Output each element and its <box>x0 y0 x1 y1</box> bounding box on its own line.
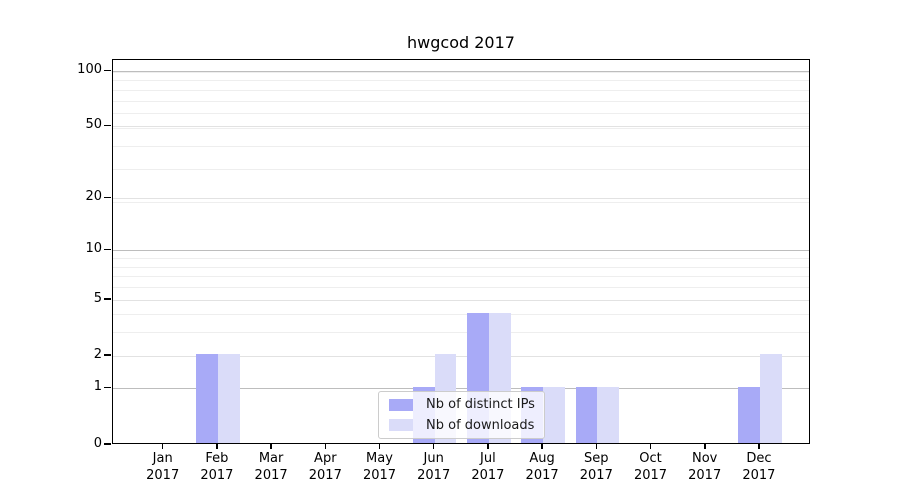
legend-label-downloads: Nb of downloads <box>426 417 535 433</box>
x-tick-label: Nov 2017 <box>688 451 722 483</box>
legend: Nb of distinct IPs Nb of downloads <box>378 391 545 439</box>
plot-canvas: Nb of distinct IPs Nb of downloads <box>113 60 809 443</box>
bar-distinct-ips <box>738 386 760 443</box>
chart-title: hwgcod 2017 <box>407 33 515 52</box>
y-gridline-major <box>113 126 809 128</box>
x-tick-mark <box>704 443 706 449</box>
x-tick-label: Jan 2017 <box>146 451 180 483</box>
y-gridline-minor <box>113 276 809 278</box>
x-tick-label: May 2017 <box>362 451 397 483</box>
legend-label-distinct-ips: Nb of distinct IPs <box>426 397 535 413</box>
y-tick-label: 100 <box>77 62 102 77</box>
y-gridline-minor <box>113 113 809 115</box>
x-tick-mark <box>378 443 381 449</box>
x-tick-mark <box>541 443 543 449</box>
plot-area: Nb of distinct IPs Nb of downloads <box>112 59 810 444</box>
y-gridline-major <box>113 71 809 72</box>
y-gridline-minor <box>113 100 809 102</box>
bar-downloads <box>759 354 782 443</box>
y-tick-label: 1 <box>93 379 102 395</box>
y-tick-mark <box>104 443 111 445</box>
y-gridline-major <box>113 388 809 390</box>
y-gridline-minor <box>113 80 809 82</box>
x-tick-label: Mar 2017 <box>254 451 288 483</box>
bar-distinct-ips <box>575 386 598 443</box>
bar-downloads <box>217 354 240 443</box>
bar-downloads <box>543 386 565 443</box>
y-gridline-minor <box>113 314 809 316</box>
x-tick-label: Dec 2017 <box>742 451 776 483</box>
legend-swatch-distinct-ips-icon <box>389 398 413 411</box>
x-tick-mark <box>758 443 760 449</box>
x-tick-mark <box>216 443 218 449</box>
y-gridline-minor <box>113 127 809 129</box>
y-gridline-major <box>113 198 809 200</box>
y-tick-mark <box>104 196 111 199</box>
x-tick-mark <box>487 443 489 449</box>
y-gridline-minor <box>113 332 809 334</box>
y-tick-label: 10 <box>85 241 102 257</box>
x-tick-label: Jun 2017 <box>417 451 451 483</box>
y-tick-label: 50 <box>85 117 102 133</box>
bar-downloads <box>597 386 619 443</box>
x-tick-mark <box>432 443 435 449</box>
y-gridline-minor <box>113 287 809 288</box>
y-gridline-major <box>113 355 809 357</box>
x-tick-label: Jul 2017 <box>471 451 505 483</box>
y-gridline-major <box>113 299 809 301</box>
x-tick-label: Aug 2017 <box>525 451 559 483</box>
y-tick-mark <box>104 298 111 300</box>
y-gridline-minor <box>113 266 809 268</box>
x-tick-label: Oct 2017 <box>633 451 668 483</box>
x-tick-label: Apr 2017 <box>308 451 342 483</box>
y-tick-mark <box>104 354 111 356</box>
y-gridline-minor <box>113 202 809 204</box>
legend-swatch-downloads-icon <box>389 419 413 432</box>
y-gridline-minor <box>113 146 809 147</box>
y-tick-label: 2 <box>93 346 102 362</box>
y-gridline-minor <box>113 89 809 91</box>
x-tick-label: Feb 2017 <box>200 451 234 483</box>
y-tick-label: 5 <box>93 290 102 306</box>
y-gridline-minor <box>113 71 809 73</box>
x-tick-mark <box>270 443 272 449</box>
y-gridline-minor <box>113 169 809 171</box>
x-tick-mark <box>649 443 652 449</box>
y-tick-mark <box>104 69 111 71</box>
y-gridline-minor <box>113 258 809 260</box>
y-tick-label: 20 <box>85 189 102 205</box>
x-tick-label: Sep 2017 <box>579 451 613 483</box>
legend-item-distinct-ips: Nb of distinct IPs <box>389 396 544 414</box>
y-tick-mark <box>104 248 111 251</box>
bar-distinct-ips <box>196 354 218 443</box>
y-tick-mark <box>104 386 111 389</box>
x-tick-mark <box>595 443 597 449</box>
y-gridline-major <box>113 250 809 252</box>
x-tick-mark <box>324 443 327 449</box>
y-tick-mark <box>104 124 111 127</box>
y-tick-label: 0 <box>93 435 102 451</box>
legend-item-downloads: Nb of downloads <box>389 417 544 435</box>
x-tick-mark <box>161 443 164 449</box>
